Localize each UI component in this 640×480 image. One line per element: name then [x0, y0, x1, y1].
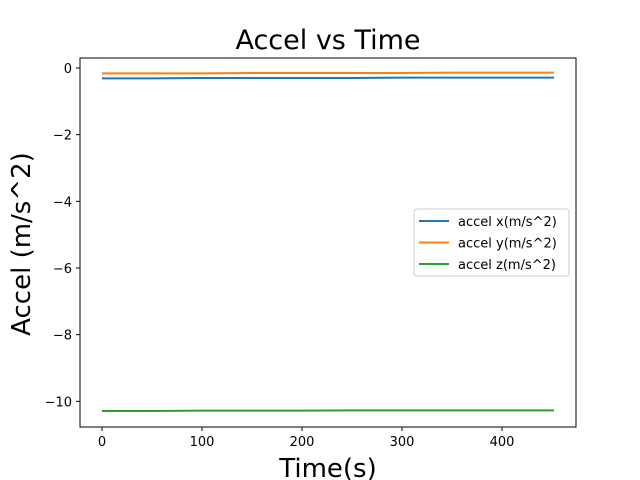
x-axis-label: Time(s): [278, 454, 376, 480]
y-tick-label: −4: [53, 195, 72, 210]
x-tick-label: 200: [290, 435, 315, 450]
y-tick-label: −10: [45, 395, 72, 410]
x-tick-label: 300: [390, 435, 415, 450]
series-line-2: [102, 71, 554, 75]
y-tick-label: 0: [64, 62, 72, 77]
y-tick-label: −6: [53, 262, 72, 277]
legend: accel x(m/s^2) accel y(m/s^2) accel z(m/s^…: [413, 208, 570, 277]
y-axis-label: Accel (m/s^2): [7, 152, 37, 336]
legend-label-2: accel y(m/s^2): [458, 237, 557, 252]
x-tick-label: 0: [98, 435, 106, 450]
y-tick-label: −8: [53, 329, 72, 344]
legend-label-1: accel x(m/s^2): [458, 215, 557, 230]
chart-title: Accel vs Time: [235, 25, 420, 56]
y-tick-label: −2: [53, 129, 72, 144]
x-tick-label: 400: [490, 435, 515, 450]
series-line-3: [102, 409, 554, 412]
x-tick-label: 100: [190, 435, 215, 450]
legend-label-3: accel z(m/s^2): [458, 258, 556, 273]
legend-box: [413, 208, 570, 277]
series-line-1: [102, 76, 554, 80]
plot-area: 0 100 200 300 400 0 −2 −4 −6 −8 −10: [45, 57, 577, 450]
axes-frame: [79, 57, 577, 428]
